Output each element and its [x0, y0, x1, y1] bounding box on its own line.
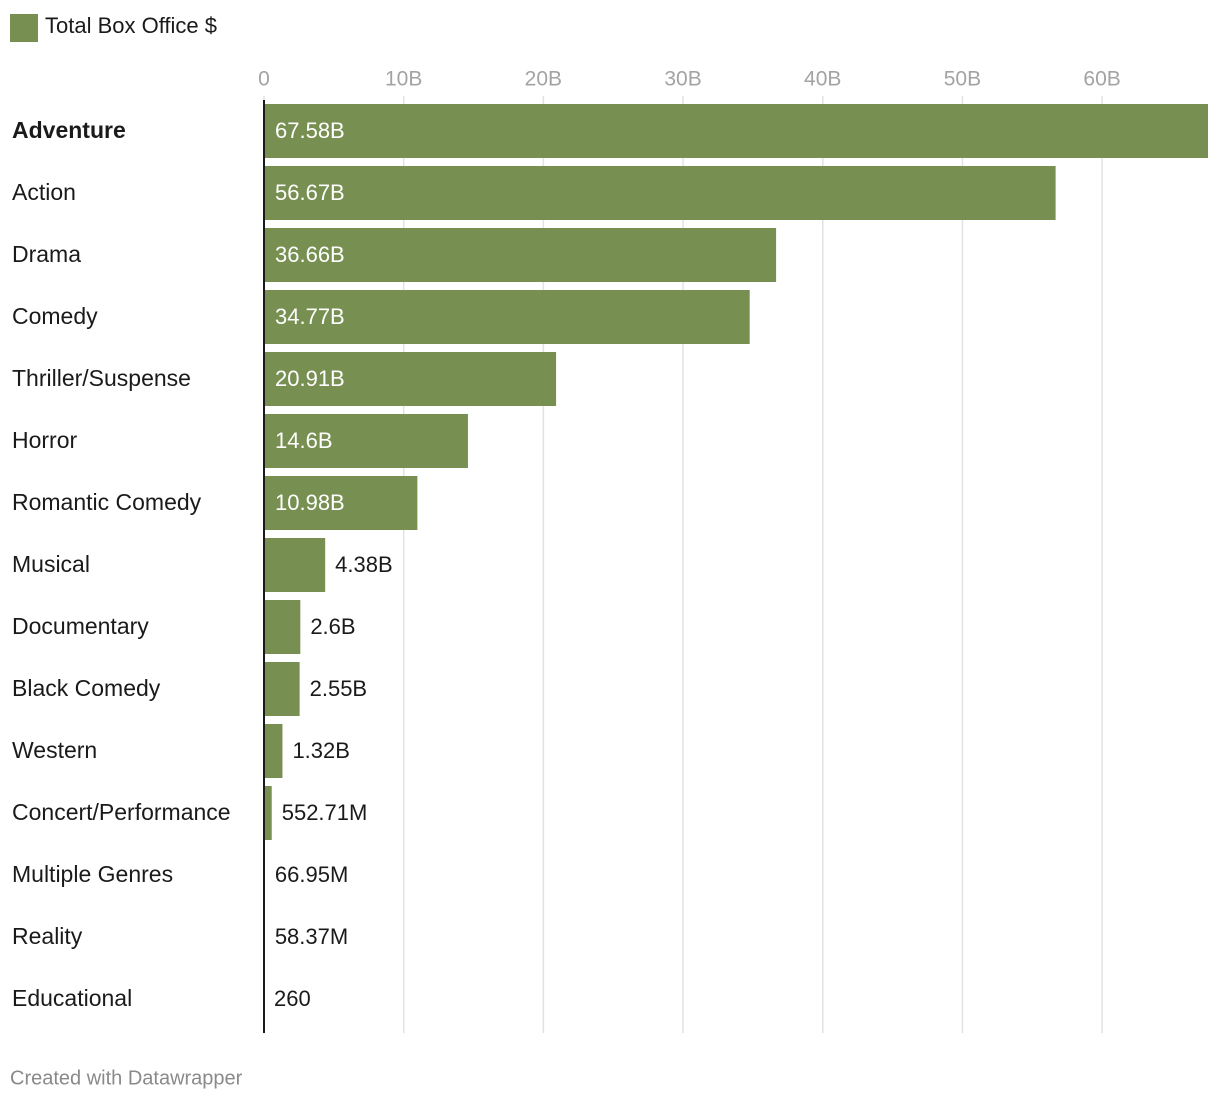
category-label: Horror	[12, 427, 78, 453]
x-tick-label: 10B	[385, 68, 422, 91]
category-label: Comedy	[12, 303, 98, 329]
value-label: 14.6B	[275, 428, 333, 453]
value-label: 4.38B	[335, 552, 393, 577]
legend-swatch	[10, 14, 38, 42]
value-label: 260	[274, 986, 311, 1011]
bar	[264, 538, 326, 592]
value-label: 1.32B	[292, 738, 350, 763]
category-label: Romantic Comedy	[12, 489, 202, 515]
category-label: Drama	[12, 241, 81, 267]
value-label: 36.66B	[275, 242, 345, 267]
x-tick-label: 40B	[804, 68, 841, 91]
bar	[264, 786, 272, 840]
footer: Created with Datawrapper	[10, 1067, 243, 1089]
category-label: Concert/Performance	[12, 799, 231, 825]
bar	[264, 662, 300, 716]
bar	[264, 600, 301, 654]
bar	[264, 228, 777, 282]
category-label: Multiple Genres	[12, 861, 173, 887]
bar	[264, 724, 283, 778]
category-label: Reality	[12, 923, 83, 949]
bar	[264, 476, 418, 530]
value-label: 2.55B	[310, 676, 368, 701]
value-label: 66.95M	[275, 862, 348, 887]
category-label: Musical	[12, 551, 90, 577]
bar	[264, 352, 557, 406]
bar	[264, 414, 468, 468]
x-tick-label: 50B	[944, 68, 981, 91]
legend-label: Total Box Office $	[45, 13, 217, 38]
category-label: Adventure	[12, 117, 126, 143]
value-label: 552.71M	[282, 800, 368, 825]
value-label: 34.77B	[275, 304, 345, 329]
bar	[264, 166, 1056, 220]
value-label: 67.58B	[275, 118, 345, 143]
value-label: 10.98B	[275, 490, 345, 515]
category-label: Thriller/Suspense	[12, 365, 191, 391]
value-label: 56.67B	[275, 180, 345, 205]
x-tick-label: 0	[258, 68, 270, 91]
x-tick-label: 30B	[664, 68, 701, 91]
category-label: Documentary	[12, 613, 149, 639]
category-label: Black Comedy	[12, 675, 161, 701]
category-label: Educational	[12, 985, 132, 1011]
x-tick-label: 20B	[525, 68, 562, 91]
bar	[264, 290, 750, 344]
category-label: Western	[12, 737, 97, 763]
value-label: 2.6B	[310, 614, 355, 639]
value-label: 20.91B	[275, 366, 345, 391]
category-label: Action	[12, 179, 76, 205]
x-tick-label: 60B	[1083, 68, 1120, 91]
value-label: 58.37M	[275, 924, 348, 949]
bar	[264, 104, 1208, 158]
